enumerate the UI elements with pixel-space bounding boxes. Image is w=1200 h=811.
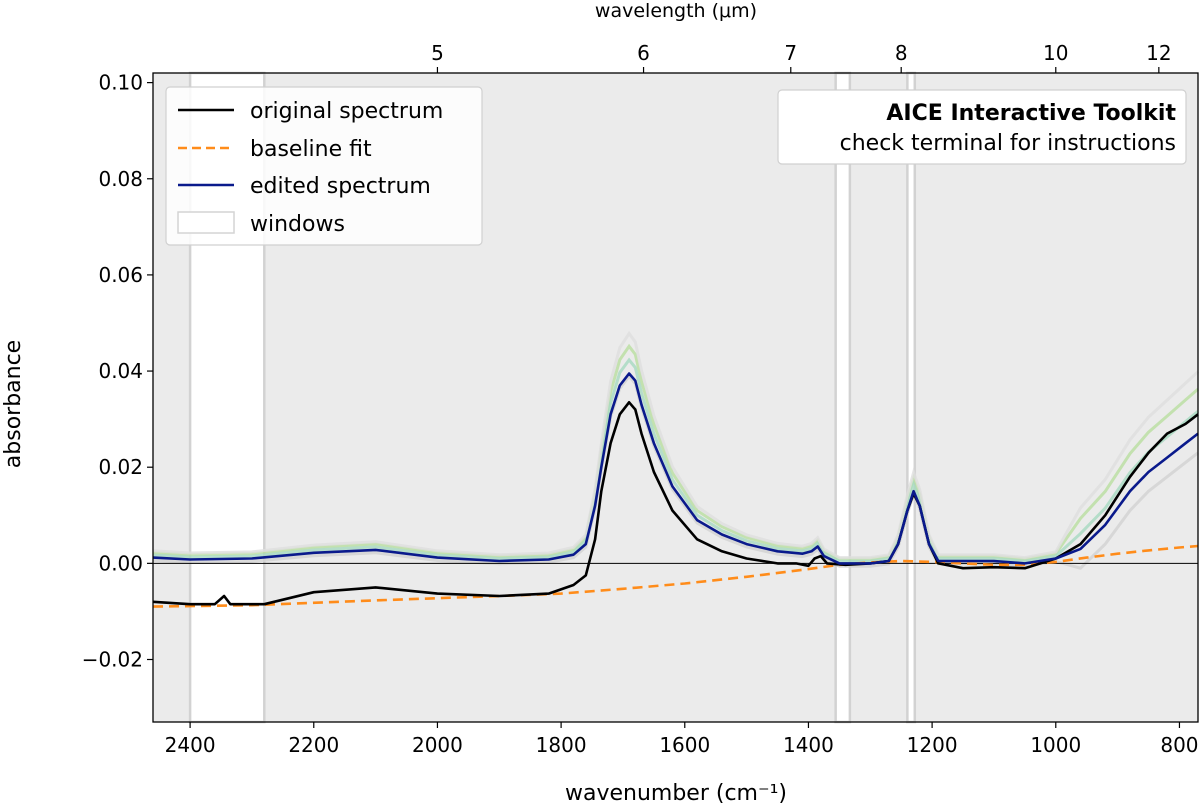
x-tick-label-800: 800 bbox=[1160, 733, 1198, 757]
y-tick-label-5: 0.08 bbox=[98, 167, 143, 191]
window-band-2 bbox=[906, 71, 917, 724]
x-tick-label-2000: 2000 bbox=[412, 733, 463, 757]
y-tick-label-4: 0.06 bbox=[98, 263, 143, 287]
window-band-1 bbox=[834, 71, 852, 724]
x-tick-label-1600: 1600 bbox=[659, 733, 710, 757]
series-layer bbox=[152, 372, 1199, 608]
top-tick-label-7: 7 bbox=[784, 41, 797, 65]
top-tick-label-6: 6 bbox=[637, 41, 650, 65]
y-tick-label-1: 0.00 bbox=[98, 551, 143, 575]
x-tick-label-1400: 1400 bbox=[783, 733, 834, 757]
faint-trace-1 bbox=[152, 357, 1199, 563]
x-tick-label-2400: 2400 bbox=[165, 733, 216, 757]
series-edited-spectrum bbox=[152, 372, 1199, 565]
top-tick-label-12: 12 bbox=[1146, 41, 1171, 65]
y-tick-label-2: 0.02 bbox=[98, 455, 143, 479]
y-axis-label: absorbance bbox=[1, 340, 26, 468]
y-axis: −0.02 0.00 0.02 0.04 0.06 0.08 0.10 bbox=[82, 71, 153, 672]
legend-label-original: original spectrum bbox=[250, 99, 443, 124]
top-axis-label: wavelength (μm) bbox=[595, 0, 757, 22]
plot-frame bbox=[152, 72, 1199, 723]
x-axis: 2400 2200 2000 1800 1600 1400 1200 1000 800 bbox=[165, 722, 1199, 757]
top-tick-label-5: 5 bbox=[431, 41, 444, 65]
y-tick-label-0: −0.02 bbox=[82, 648, 143, 672]
legend-label-baseline: baseline fit bbox=[250, 137, 372, 162]
faint-trace-3 bbox=[152, 330, 1200, 560]
x-tick-label-1800: 1800 bbox=[536, 733, 587, 757]
legend-label-windows: windows bbox=[250, 212, 345, 237]
series-original-spectrum bbox=[152, 401, 1199, 606]
x-tick-label-2200: 2200 bbox=[288, 733, 339, 757]
annotation-box: AICE Interactive Toolkit check terminal … bbox=[777, 89, 1187, 165]
annotation-title: AICE Interactive Toolkit bbox=[886, 101, 1176, 126]
legend: original spectrum baseline fit edited sp… bbox=[165, 86, 483, 246]
y-tick-label-3: 0.04 bbox=[98, 359, 143, 383]
annotation-frame bbox=[777, 89, 1187, 165]
legend-frame bbox=[165, 86, 483, 246]
legend-swatch-windows bbox=[177, 211, 235, 234]
x-tick-label-1000: 1000 bbox=[1030, 733, 1081, 757]
legend-label-edited: edited spectrum bbox=[250, 174, 431, 199]
y-tick-label-6: 0.10 bbox=[98, 71, 143, 95]
top-tick-label-10: 10 bbox=[1043, 41, 1068, 65]
top-tick-label-8: 8 bbox=[895, 41, 908, 65]
top-axis: 5 6 7 8 10 12 bbox=[431, 41, 1172, 73]
annotation-subtitle: check terminal for instructions bbox=[840, 131, 1176, 156]
x-tick-label-1200: 1200 bbox=[907, 733, 958, 757]
x-axis-label: wavenumber (cm⁻¹) bbox=[565, 781, 787, 806]
